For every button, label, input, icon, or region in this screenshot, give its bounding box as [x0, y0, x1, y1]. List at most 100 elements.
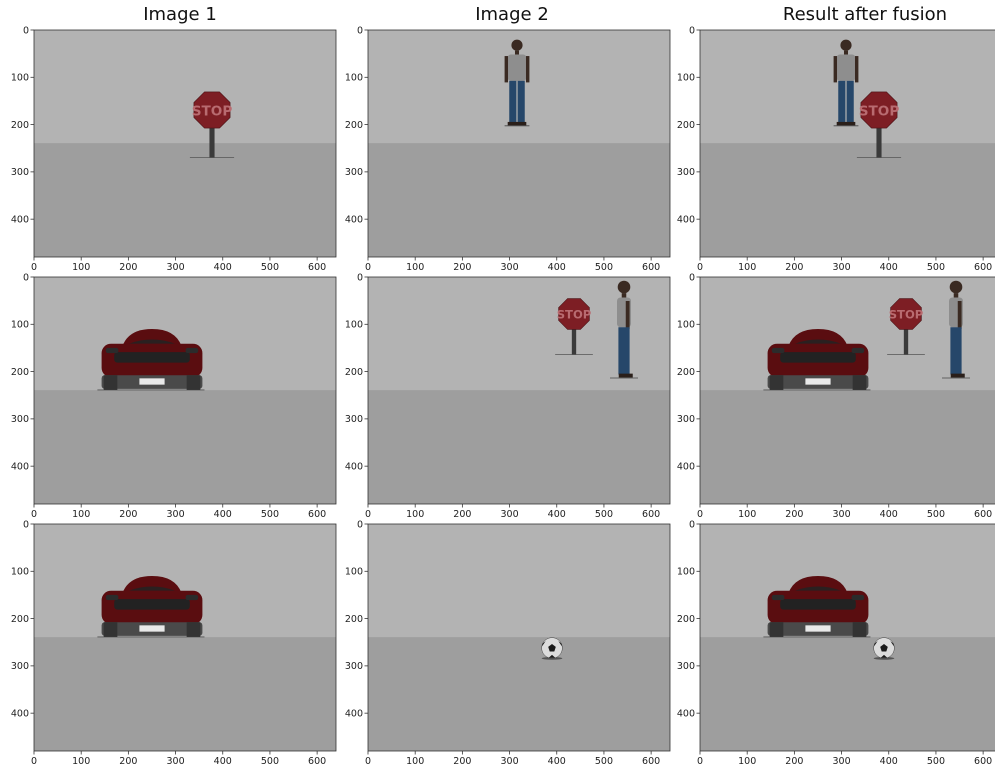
ball-patch: [880, 643, 888, 652]
x-tick-label: 600: [642, 509, 660, 520]
panel-svg: STOP 0 100 200 300 400 500 600 0 100 200 300 400: [11, 25, 337, 273]
y-tick-label: 300: [11, 414, 29, 425]
car-left-tire: [103, 375, 118, 390]
panel-svg: 0 100 200 300 400 500 600 0 100 200 300 400: [345, 519, 671, 767]
person: [610, 280, 638, 379]
person-neck: [843, 50, 849, 55]
y-tick-label: 100: [677, 567, 695, 578]
car: [763, 576, 871, 638]
y-tick-label: 100: [345, 567, 363, 578]
stop-sign: STOP: [856, 91, 902, 158]
x-tick-label: 600: [308, 509, 326, 520]
car-left-headlight: [771, 594, 785, 601]
x-tick-label: 600: [642, 262, 660, 273]
stop-sign-pole: [571, 328, 577, 355]
image-panel-r2-c2: 0 100 200 300 400 500 600 0 100 200 300 400: [677, 519, 995, 767]
x-tick-label: 600: [308, 756, 326, 767]
y-tick-label: 200: [11, 120, 29, 131]
x-tick-label: 200: [785, 509, 803, 520]
ground: [34, 390, 336, 504]
x-tick-label: 600: [308, 262, 326, 273]
x-tick-label: 500: [261, 262, 279, 273]
panel-svg: STOP 0 100 200 300 400 500 600 0 100 200 300 400: [345, 272, 671, 520]
x-tick-label: 100: [72, 756, 90, 767]
x-tick-label: 0: [31, 509, 37, 520]
ground: [368, 143, 670, 257]
person-right-leg: [846, 80, 854, 123]
car-left-headlight: [771, 347, 785, 354]
x-tick-label: 500: [261, 509, 279, 520]
person-left-leg: [838, 80, 846, 123]
x-tick-label: 500: [595, 262, 613, 273]
x-tick-label: 200: [453, 262, 471, 273]
person-neck: [621, 293, 627, 298]
y-tick-label: 400: [677, 708, 695, 719]
x-tick-label: 400: [548, 509, 566, 520]
axes-frame: [699, 276, 995, 505]
y-tick-label: 0: [23, 25, 29, 36]
y-tick-label: 200: [677, 120, 695, 131]
ball-patch: [873, 641, 878, 647]
x-tick-label: 500: [927, 509, 945, 520]
axes-frame: [33, 276, 337, 505]
x-tick-label: 300: [166, 509, 184, 520]
x-tick-label: 100: [72, 509, 90, 520]
axes-frame: [33, 523, 337, 752]
y-tick-label: 0: [23, 272, 29, 283]
ground: [34, 143, 336, 257]
x-tick-label: 0: [365, 262, 371, 273]
stop-sign: STOP: [189, 91, 235, 158]
y-tick-label: 400: [11, 708, 29, 719]
x-tick-label: 100: [406, 756, 424, 767]
person-head: [617, 280, 631, 294]
y-tick-label: 400: [677, 214, 695, 225]
y-tick-label: 0: [357, 272, 363, 283]
person-neck: [953, 293, 959, 298]
stop-sign-pole: [209, 127, 215, 158]
stop-sign-face: [558, 298, 590, 330]
person-shoes: [618, 373, 633, 378]
person-jeans: [950, 327, 962, 375]
stop-sign-pole: [876, 127, 882, 158]
x-tick-label: 0: [697, 756, 703, 767]
y-tick-label: 300: [11, 661, 29, 672]
x-tick-label: 200: [785, 756, 803, 767]
car-windshield: [794, 586, 842, 591]
x-tick-label: 300: [832, 509, 850, 520]
y-tick-label: 0: [689, 272, 695, 283]
image-panel-r1-c2: STOP 0 100 200 300 400 500 600 0 100 200 300 400: [677, 272, 995, 520]
x-tick-label: 600: [974, 262, 992, 273]
ball-patch: [541, 641, 546, 647]
car-license-plate: [139, 625, 165, 632]
stop-sign-face: [860, 91, 898, 129]
person-right-arm: [525, 56, 530, 83]
y-tick-label: 200: [345, 367, 363, 378]
car-right-headlight: [851, 347, 865, 354]
axes-frame: [367, 29, 671, 258]
x-tick-label: 200: [453, 756, 471, 767]
car-grille: [114, 599, 190, 610]
car-left-headlight: [105, 594, 119, 601]
ball-patch: [890, 641, 895, 647]
x-tick-label: 0: [365, 756, 371, 767]
x-tick-label: 600: [974, 509, 992, 520]
x-tick-label: 0: [697, 262, 703, 273]
x-tick-label: 500: [595, 509, 613, 520]
y-tick-label: 400: [345, 214, 363, 225]
x-tick-label: 300: [500, 262, 518, 273]
y-tick-label: 400: [345, 708, 363, 719]
x-tick-label: 300: [500, 509, 518, 520]
car-windshield: [128, 586, 176, 591]
column-title-image-2: Image 2: [475, 4, 549, 25]
x-tick-label: 100: [738, 756, 756, 767]
person-shirt: [507, 54, 527, 81]
axes-frame: [699, 29, 995, 258]
car-right-headlight: [185, 347, 199, 354]
car-left-tire: [103, 622, 118, 637]
image-panel-r0-c2: STOP 0 100 200 300 400 500 600 0 100 200 300 400: [677, 25, 995, 273]
person-arm: [957, 301, 962, 329]
y-tick-label: 200: [677, 614, 695, 625]
y-tick-label: 300: [677, 167, 695, 178]
person: [942, 280, 970, 379]
ground: [368, 637, 670, 751]
